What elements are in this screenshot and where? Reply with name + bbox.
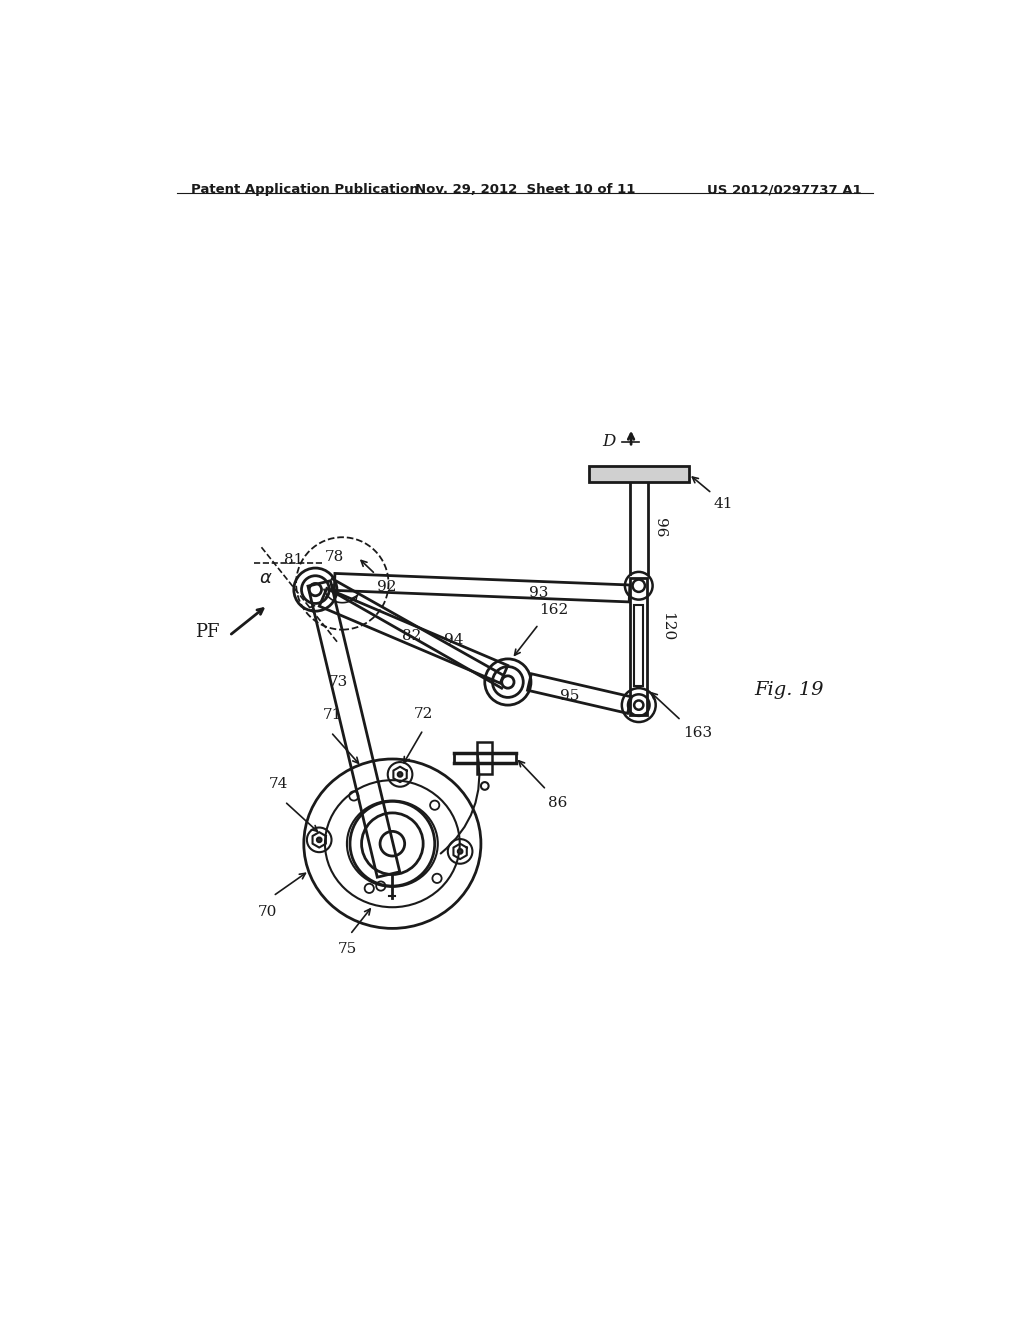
Text: 74: 74 bbox=[268, 777, 288, 792]
Text: Patent Application Publication: Patent Application Publication bbox=[190, 183, 419, 197]
Circle shape bbox=[316, 838, 322, 842]
Text: 163: 163 bbox=[683, 726, 713, 741]
Text: Fig. 19: Fig. 19 bbox=[755, 681, 823, 698]
Polygon shape bbox=[589, 466, 689, 482]
Text: 93: 93 bbox=[529, 586, 548, 601]
Circle shape bbox=[397, 772, 402, 776]
Text: 71: 71 bbox=[323, 708, 342, 722]
Text: 81: 81 bbox=[284, 553, 303, 568]
Text: 162: 162 bbox=[539, 602, 568, 616]
Text: 82: 82 bbox=[402, 628, 421, 643]
Text: $\alpha$: $\alpha$ bbox=[258, 569, 272, 587]
Circle shape bbox=[458, 849, 463, 854]
Text: D: D bbox=[602, 433, 615, 450]
Text: 41: 41 bbox=[714, 498, 733, 511]
Text: 120: 120 bbox=[660, 612, 675, 642]
Text: 96: 96 bbox=[652, 519, 667, 537]
Text: Nov. 29, 2012  Sheet 10 of 11: Nov. 29, 2012 Sheet 10 of 11 bbox=[415, 183, 635, 197]
Text: 94: 94 bbox=[444, 632, 464, 647]
Text: 75: 75 bbox=[338, 942, 357, 956]
Text: PF: PF bbox=[196, 623, 220, 642]
Text: US 2012/0297737 A1: US 2012/0297737 A1 bbox=[708, 183, 862, 197]
Text: 73: 73 bbox=[329, 675, 348, 689]
Text: 72: 72 bbox=[414, 706, 433, 721]
Text: 70: 70 bbox=[258, 906, 278, 919]
Text: 92: 92 bbox=[377, 581, 396, 594]
Text: 86: 86 bbox=[548, 796, 567, 810]
Text: 95: 95 bbox=[560, 689, 580, 702]
Text: 78: 78 bbox=[325, 550, 344, 564]
